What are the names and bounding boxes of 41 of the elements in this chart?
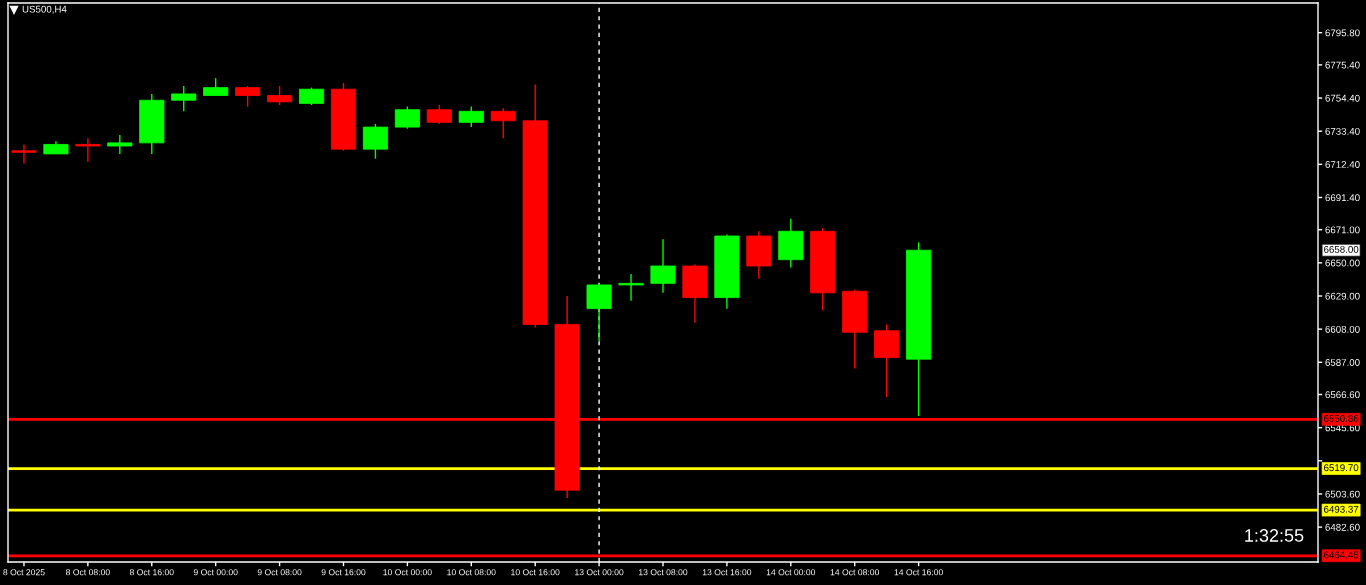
y-tick-label: 6587.00 — [1325, 359, 1360, 366]
candlestick — [618, 273, 644, 302]
x-tick-label: 8 Oct 08:00 — [65, 569, 110, 576]
y-tick-label: 6650.00 — [1325, 259, 1360, 267]
ref-line-label: 6519.70 — [1324, 464, 1359, 472]
candlestick — [75, 137, 101, 163]
x-tick-label: 13 Oct 16:00 — [702, 569, 752, 576]
x-tick-label: 10 Oct 08:00 — [447, 569, 496, 576]
y-tick-label: 6795.80 — [1325, 29, 1360, 37]
chart-title: US500,H4 — [22, 5, 67, 14]
x-tick-label: 14 Oct 16:00 — [894, 569, 943, 576]
x-tick-label: 8 Oct 16:00 — [129, 569, 174, 576]
y-tick-label: 6503.60 — [1325, 490, 1360, 498]
y-tick-label: 6733.40 — [1325, 127, 1360, 135]
candlestick — [11, 143, 37, 165]
ref-line-label: 6493.37 — [1324, 505, 1359, 513]
y-tick-label: 6671.00 — [1325, 226, 1360, 234]
ref-line-label: 6550.86 — [1324, 415, 1359, 422]
x-tick-label: 9 Oct 16:00 — [321, 569, 366, 576]
text: 6658.00 — [1324, 245, 1359, 253]
annotation: 1:32:55 — [1245, 529, 1304, 542]
y-tick-label: 6712.40 — [1325, 161, 1360, 168]
x-tick-label: 10 Oct 16:00 — [511, 569, 560, 576]
y-tick-label: 6482.60 — [1325, 523, 1360, 531]
y-tick-label: 6566.60 — [1325, 391, 1360, 399]
x-tick-label: 13 Oct 08:00 — [639, 569, 688, 576]
x-tick-label: 8 Oct 2025 — [3, 569, 45, 576]
y-tick-label: 6775.40 — [1325, 61, 1360, 69]
x-tick-label: 14 Oct 08:00 — [830, 569, 880, 576]
x-tick-label: 10 Oct 00:00 — [383, 569, 432, 576]
candlestick — [107, 134, 133, 155]
x-tick-label: 9 Oct 00:00 — [193, 569, 238, 576]
y-tick-label: 6754.40 — [1325, 94, 1360, 102]
ref-line-label: 6464.45 — [1324, 551, 1359, 559]
candlestick — [171, 85, 197, 112]
x-tick-label: 14 Oct 00:00 — [766, 569, 816, 576]
y-tick-label: 6608.00 — [1325, 325, 1360, 333]
x-tick-label: 9 Oct 08:00 — [257, 569, 302, 576]
y-tick-label: 6629.00 — [1325, 292, 1360, 300]
y-tick-label: 6691.40 — [1325, 194, 1360, 202]
x-tick-label: 13 Oct 00:00 — [575, 569, 624, 576]
